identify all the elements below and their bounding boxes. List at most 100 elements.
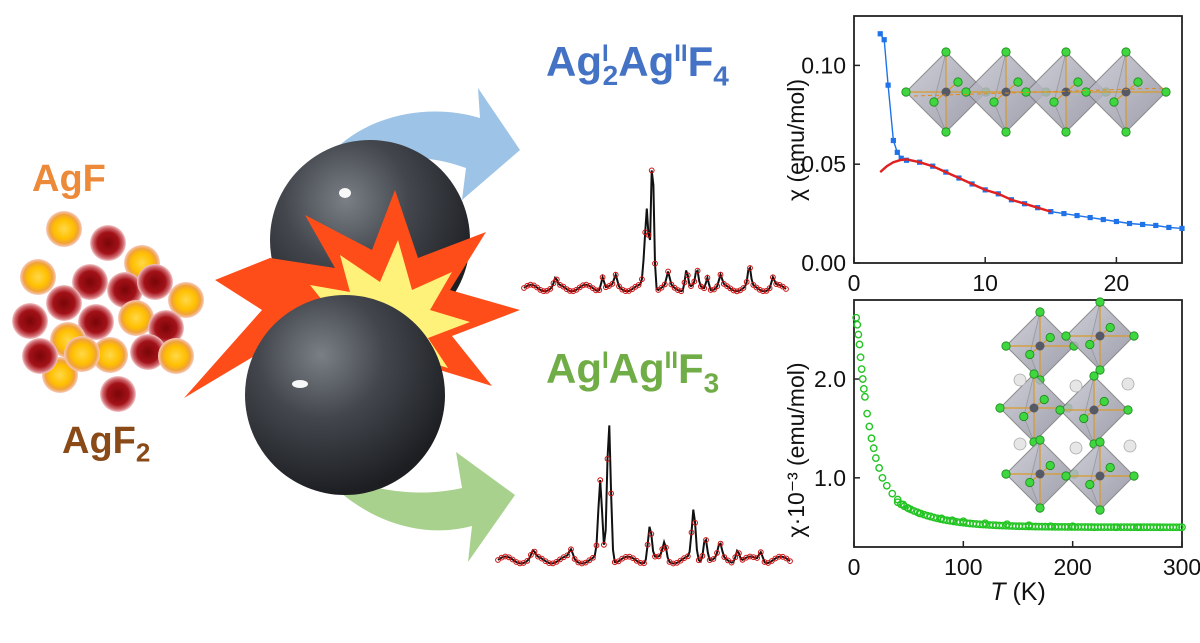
xrd-data-point xyxy=(701,285,707,292)
xrd-data-point xyxy=(575,559,582,566)
data-point xyxy=(1140,221,1146,228)
xrd-data-point xyxy=(734,288,740,295)
xrd-data-point xyxy=(648,167,655,174)
agf2-particle xyxy=(130,334,166,370)
data-point xyxy=(856,353,865,362)
x-tick-label: 10 xyxy=(972,270,998,296)
data-point xyxy=(858,375,867,383)
data-point xyxy=(888,489,897,498)
chart2-xlabel: T (K) xyxy=(990,578,1046,606)
data-point xyxy=(1153,222,1159,229)
xrd-data-point xyxy=(608,490,614,497)
xrd-data-point xyxy=(661,281,668,288)
xrd-data-point xyxy=(688,283,694,290)
agf2-particle xyxy=(90,225,126,261)
x-tick-label: 20 xyxy=(1104,270,1130,296)
xrd-data-point xyxy=(579,560,585,567)
xrd-data-point xyxy=(540,288,547,295)
data-point xyxy=(855,340,864,349)
xrd-data-point xyxy=(639,276,645,283)
xrd-data-point xyxy=(695,557,702,564)
xrd-data-point xyxy=(743,554,750,561)
xrd-data-point xyxy=(531,548,538,555)
xrd-data-point xyxy=(707,287,714,293)
xrd-data-point xyxy=(675,287,681,294)
framework-structure-inset xyxy=(995,297,1139,515)
xrd-data-point xyxy=(766,285,773,292)
data-point xyxy=(1126,220,1133,227)
blue-arrow xyxy=(318,88,520,200)
x-tick-label: 0 xyxy=(848,554,861,580)
data-point xyxy=(854,330,863,339)
xrd-pattern-top xyxy=(521,167,789,295)
data-point xyxy=(890,137,896,144)
xrd-data-point xyxy=(706,557,713,563)
agf2-particle xyxy=(100,376,136,412)
xrd-data-point xyxy=(630,555,636,562)
xrd-data-point xyxy=(599,274,606,281)
xrd-data-point xyxy=(747,553,753,560)
xrd-data-point xyxy=(619,286,626,293)
xrd-data-point xyxy=(580,282,586,289)
label-product-agiiagiif4: AgI2AgIIF4 xyxy=(546,38,729,92)
xrd-data-point xyxy=(604,455,611,462)
chain-structure-inset xyxy=(901,47,1171,137)
data-point xyxy=(867,434,876,443)
xrd-data-point xyxy=(665,268,671,275)
xrd-data-point xyxy=(513,559,520,565)
ball-mill xyxy=(184,140,520,495)
xrd-data-point xyxy=(593,287,599,294)
xrd-data-point xyxy=(590,554,596,561)
xrd-data-point xyxy=(593,542,600,549)
chart1-ylabel: χ (emu/mol) xyxy=(783,79,809,201)
xrd-data-point xyxy=(583,281,590,288)
xrd-data-point xyxy=(754,555,760,561)
x-tick-label: 300 xyxy=(1163,554,1200,580)
data-point xyxy=(853,320,862,329)
y-tick-label: 0.10 xyxy=(801,52,846,78)
xrd-data-point xyxy=(517,560,523,567)
data-point xyxy=(1179,225,1185,232)
chart1-frame xyxy=(853,15,1183,264)
xrd-data-point xyxy=(524,282,531,289)
agf-particle xyxy=(118,300,154,336)
agf2-particle xyxy=(107,272,143,308)
xrd-data-point xyxy=(502,553,509,560)
agf-particle xyxy=(46,211,82,247)
xrd-data-point xyxy=(717,540,724,547)
xrd-data-point xyxy=(736,550,742,557)
xrd-data-point xyxy=(714,283,721,290)
xrd-data-point xyxy=(776,282,783,288)
xrd-data-point xyxy=(528,552,534,558)
xrd-data-point xyxy=(597,477,604,484)
xrd-data-point xyxy=(663,544,669,551)
agf-particle xyxy=(158,338,194,374)
xrd-data-point xyxy=(694,267,701,274)
data-point xyxy=(885,82,891,88)
xrd-data-point xyxy=(655,553,662,560)
xrd-data-point xyxy=(730,287,737,294)
xrd-data-point xyxy=(728,559,735,566)
xrd-data-point xyxy=(761,559,768,565)
xrd-data-point xyxy=(760,288,766,295)
xrd-data-point xyxy=(711,286,717,293)
data-point xyxy=(1166,224,1172,231)
data-point xyxy=(871,454,880,462)
xrd-data-point xyxy=(570,288,576,295)
agf2-particle xyxy=(22,338,58,374)
xrd-data-point xyxy=(704,274,711,281)
xrd-data-point xyxy=(553,276,560,283)
xrd-data-point xyxy=(644,541,651,548)
data-point xyxy=(1087,214,1093,221)
xrd-data-point xyxy=(550,280,557,287)
data-point xyxy=(882,481,891,490)
xrd-data-point xyxy=(703,537,709,543)
xrd-data-point xyxy=(648,531,655,537)
xrd-data-point xyxy=(776,553,782,560)
xrd-data-point xyxy=(637,560,644,566)
xrd-data-point xyxy=(699,553,706,559)
data-point xyxy=(875,464,884,472)
label-agf: AgF xyxy=(32,158,106,200)
xrd-data-point xyxy=(732,554,739,561)
xrd-data-point xyxy=(645,232,652,238)
